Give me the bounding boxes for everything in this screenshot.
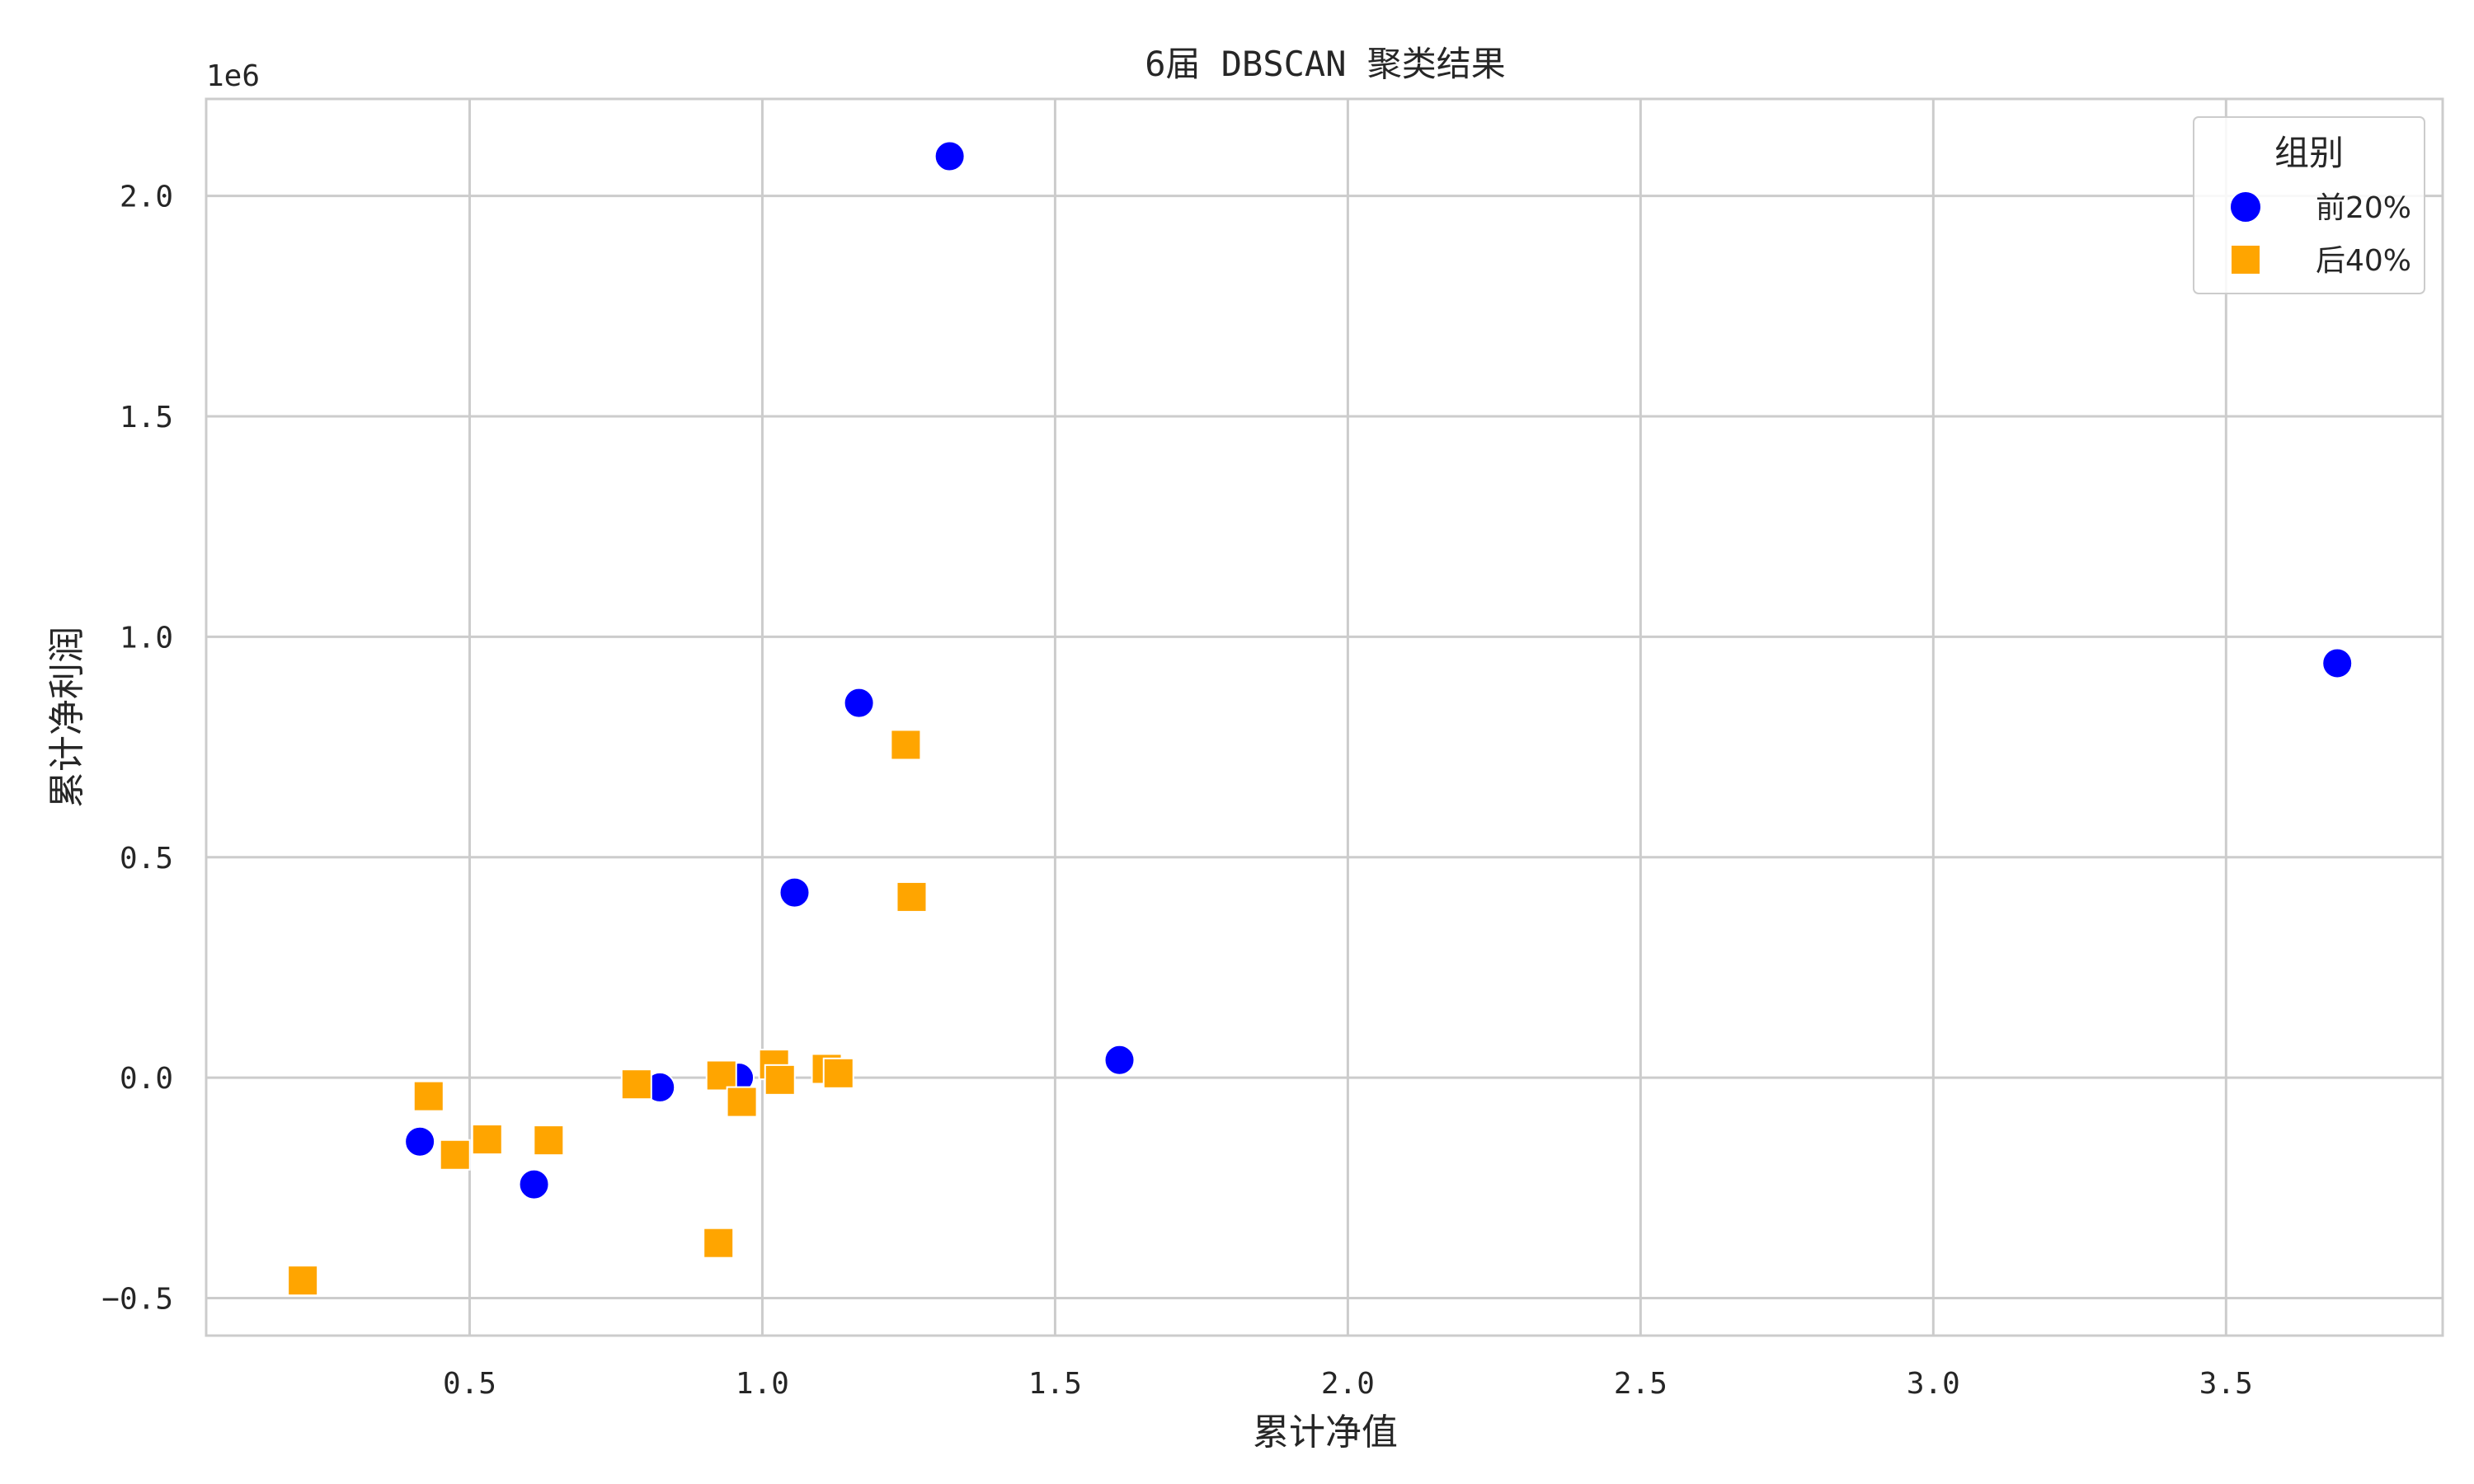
data-points — [287, 140, 2354, 1297]
x-tick-label: 2.0 — [1321, 1367, 1375, 1401]
legend-marker-circle — [2229, 190, 2262, 223]
x-tick-label: 3.5 — [2199, 1367, 2253, 1401]
data-point-bottom40 — [890, 729, 922, 761]
data-point-bottom40 — [896, 881, 928, 913]
legend-marker-square — [2230, 244, 2261, 275]
legend: 组别 前20% 后40% — [2193, 116, 2425, 294]
y-tick-label: 0.0 — [120, 1062, 173, 1096]
x-tick-label: 1.0 — [736, 1367, 789, 1401]
data-point-top20 — [843, 687, 875, 719]
data-point-bottom40 — [822, 1057, 854, 1089]
legend-title: 组别 — [2274, 133, 2344, 173]
y-tick-label: 2.0 — [120, 181, 173, 214]
y-axis-title: 累计净利润 — [46, 627, 88, 808]
data-point-bottom40 — [764, 1064, 796, 1096]
x-tick-label: 1.5 — [1028, 1367, 1082, 1401]
x-tick-label: 0.5 — [443, 1367, 496, 1401]
y-tick-label: 1.0 — [120, 621, 173, 655]
data-point-bottom40 — [287, 1265, 319, 1297]
x-axis-title: 累计净值 — [1253, 1411, 1398, 1453]
data-point-bottom40 — [439, 1139, 471, 1171]
y-tick-label: 1.5 — [120, 401, 173, 434]
legend-label-top20: 前20% — [2316, 191, 2411, 225]
legend-label-bottom40: 后40% — [2316, 244, 2411, 278]
data-point-top20 — [1103, 1044, 1136, 1076]
data-point-bottom40 — [705, 1059, 737, 1092]
data-point-top20 — [778, 876, 811, 909]
data-point-top20 — [404, 1125, 436, 1158]
y-axis-ticks: −0.5 0.0 0.5 1.0 1.5 2.0 — [101, 181, 173, 1317]
data-point-top20 — [934, 140, 966, 172]
y-tick-label: 0.5 — [120, 842, 173, 876]
data-point-top20 — [2321, 647, 2354, 679]
grid-lines — [206, 99, 2443, 1336]
chart-title: 6届 DBSCAN 聚类结果 — [1145, 44, 1506, 84]
y-tick-label: −0.5 — [101, 1283, 173, 1317]
x-tick-label: 2.5 — [1614, 1367, 1667, 1401]
y-axis-offset-label: 1e6 — [206, 59, 260, 93]
data-point-bottom40 — [620, 1068, 652, 1101]
x-axis-ticks: 0.5 1.0 1.5 2.0 2.5 3.0 3.5 — [443, 1367, 2253, 1401]
data-point-top20 — [518, 1168, 550, 1200]
data-point-bottom40 — [703, 1227, 735, 1259]
data-point-bottom40 — [533, 1125, 565, 1157]
data-point-bottom40 — [412, 1080, 444, 1112]
plot-area — [205, 97, 2444, 1337]
data-point-bottom40 — [726, 1086, 758, 1118]
x-tick-label: 3.0 — [1907, 1367, 1960, 1401]
data-point-bottom40 — [471, 1124, 503, 1156]
